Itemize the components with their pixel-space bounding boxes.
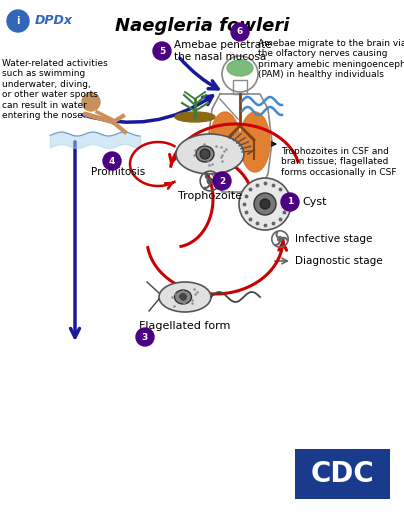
Circle shape xyxy=(136,328,154,346)
Circle shape xyxy=(82,93,100,111)
Ellipse shape xyxy=(175,112,215,122)
Circle shape xyxy=(239,178,291,230)
Ellipse shape xyxy=(159,282,211,312)
FancyBboxPatch shape xyxy=(233,80,247,94)
Ellipse shape xyxy=(196,146,214,162)
Text: DPDx: DPDx xyxy=(35,14,73,28)
Text: 6: 6 xyxy=(237,28,243,37)
Circle shape xyxy=(208,179,212,183)
Circle shape xyxy=(231,23,249,41)
Circle shape xyxy=(200,149,210,159)
Text: Trophozoite: Trophozoite xyxy=(178,191,242,201)
Ellipse shape xyxy=(240,112,270,172)
Text: Amebae penetrate
the nasal mucosa: Amebae penetrate the nasal mucosa xyxy=(174,40,271,62)
Ellipse shape xyxy=(210,112,240,172)
Circle shape xyxy=(153,42,171,60)
Text: Trophozoites in CSF and
brain tissue; flagellated
forms occasionally in CSF: Trophozoites in CSF and brain tissue; fl… xyxy=(281,147,396,177)
Text: 1: 1 xyxy=(287,197,293,206)
Circle shape xyxy=(281,193,299,211)
Circle shape xyxy=(260,199,270,209)
Text: CDC: CDC xyxy=(310,460,374,488)
Ellipse shape xyxy=(175,290,191,304)
Text: Flagellated form: Flagellated form xyxy=(139,321,231,331)
Text: Diagnostic stage: Diagnostic stage xyxy=(295,256,383,266)
Circle shape xyxy=(7,10,29,32)
FancyBboxPatch shape xyxy=(295,449,390,499)
Text: Naegleria fowleri: Naegleria fowleri xyxy=(115,17,289,35)
Text: Amebae migrate to the brain via
the olfactory nerves causing
primary amebic meni: Amebae migrate to the brain via the olfa… xyxy=(258,39,404,79)
Text: Water-related activities
such as swimming
underwater, diving,
or other water spo: Water-related activities such as swimmin… xyxy=(2,59,108,120)
Circle shape xyxy=(254,193,276,215)
Text: i: i xyxy=(16,16,20,26)
Circle shape xyxy=(213,172,231,190)
Text: 2: 2 xyxy=(219,177,225,186)
Circle shape xyxy=(278,237,282,241)
Circle shape xyxy=(103,152,121,170)
Text: Infective stage: Infective stage xyxy=(295,234,372,244)
Text: Promitosis: Promitosis xyxy=(91,167,145,177)
Ellipse shape xyxy=(176,134,244,174)
Circle shape xyxy=(179,293,187,301)
Text: 3: 3 xyxy=(142,333,148,342)
Ellipse shape xyxy=(227,60,253,76)
Text: 5: 5 xyxy=(159,47,165,56)
Text: Cyst: Cyst xyxy=(302,197,326,207)
Text: 4: 4 xyxy=(109,157,115,166)
